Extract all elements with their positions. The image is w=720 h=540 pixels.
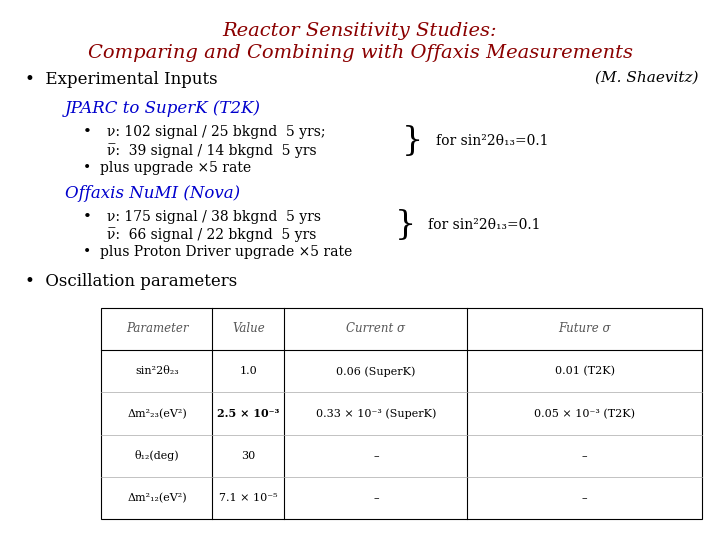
Text: }: } [402,125,423,157]
Text: –: – [582,494,588,503]
Text: ν̅:  66 signal / 22 bkgnd  5 yrs: ν̅: 66 signal / 22 bkgnd 5 yrs [107,227,316,242]
Text: Parameter: Parameter [126,322,188,335]
Text: –: – [373,451,379,461]
Text: JPARC to SuperK (T2K): JPARC to SuperK (T2K) [65,100,261,117]
Text: sin²2θ₂₃: sin²2θ₂₃ [135,366,179,376]
Text: 30: 30 [241,451,256,461]
Text: for sin²2θ₁₃=0.1: for sin²2θ₁₃=0.1 [436,134,548,147]
Text: ν: 175 signal / 38 bkgnd  5 yrs: ν: 175 signal / 38 bkgnd 5 yrs [107,210,320,224]
Text: Reactor Sensitivity Studies:: Reactor Sensitivity Studies: [222,22,498,39]
Text: •: • [83,125,91,139]
Text: •: • [83,210,91,224]
Text: 1.0: 1.0 [240,366,257,376]
Text: –: – [373,494,379,503]
Text: •  plus Proton Driver upgrade ×5 rate: • plus Proton Driver upgrade ×5 rate [83,245,352,259]
Text: ν̅:  39 signal / 14 bkgnd  5 yrs: ν̅: 39 signal / 14 bkgnd 5 yrs [107,143,316,158]
Text: Δm²₂₃(eV²): Δm²₂₃(eV²) [127,408,186,419]
Text: Current σ: Current σ [346,322,405,335]
Text: for sin²2θ₁₃=0.1: for sin²2θ₁₃=0.1 [428,218,541,232]
Text: 0.06 (SuperK): 0.06 (SuperK) [336,366,415,376]
Text: –: – [582,451,588,461]
Text: Value: Value [232,322,265,335]
Text: }: } [395,209,416,241]
Text: Δm²₁₂(eV²): Δm²₁₂(eV²) [127,493,186,503]
Text: 0.05 × 10⁻³ (T2K): 0.05 × 10⁻³ (T2K) [534,408,635,419]
Text: 0.33 × 10⁻³ (SuperK): 0.33 × 10⁻³ (SuperK) [315,408,436,419]
Text: 0.01 (T2K): 0.01 (T2K) [554,366,615,376]
Text: 7.1 × 10⁻⁵: 7.1 × 10⁻⁵ [219,494,278,503]
Text: •  plus upgrade ×5 rate: • plus upgrade ×5 rate [83,161,251,175]
Text: 2.5 × 10⁻³: 2.5 × 10⁻³ [217,408,279,419]
Text: (M. Shaevitz): (M. Shaevitz) [595,70,698,84]
Text: θ₁₂(deg): θ₁₂(deg) [135,450,179,462]
Text: •  Experimental Inputs: • Experimental Inputs [25,71,218,88]
Text: Future σ: Future σ [559,322,611,335]
Text: ν: 102 signal / 25 bkgnd  5 yrs;: ν: 102 signal / 25 bkgnd 5 yrs; [107,125,325,139]
Text: Offaxis NuMI (Nova): Offaxis NuMI (Nova) [65,185,240,201]
Text: •  Oscillation parameters: • Oscillation parameters [25,273,238,289]
Text: Comparing and Combining with Offaxis Measurements: Comparing and Combining with Offaxis Mea… [88,44,632,62]
